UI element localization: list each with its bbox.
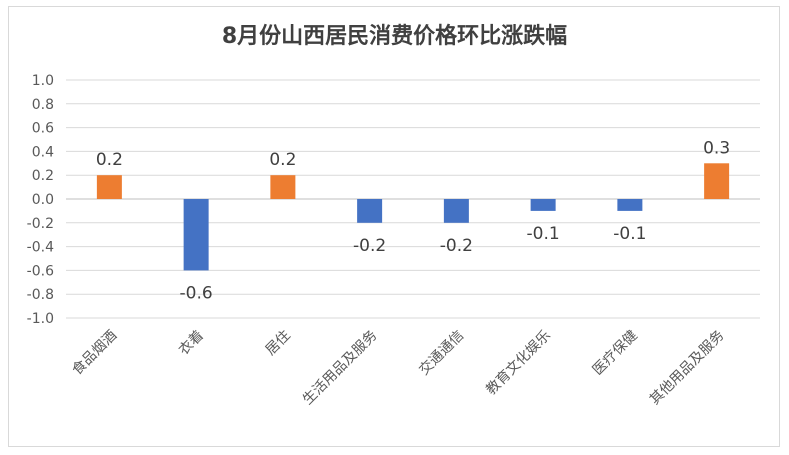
- x-category-label: 教育文化娱乐: [483, 328, 554, 399]
- y-tick-label: 0.4: [32, 144, 54, 160]
- data-label: -0.2: [440, 236, 473, 256]
- x-category-label: 其他用品及服务: [647, 328, 728, 409]
- y-tick-label: -0.8: [27, 287, 54, 303]
- data-label: -0.1: [527, 224, 560, 244]
- data-label: -0.2: [353, 236, 386, 256]
- bar: [96, 175, 122, 199]
- data-label: -0.1: [613, 224, 646, 244]
- x-category-label: 居住: [263, 328, 294, 359]
- data-label: -0.6: [180, 283, 213, 303]
- y-tick-label: 0.2: [32, 168, 54, 184]
- x-category-label: 生活用品及服务: [300, 328, 381, 409]
- x-category-label: 交通通信: [416, 327, 468, 379]
- y-axis-ticks: 1.0 0.8 0.6 0.4 0.2 0.0 -0.2 -0.4 -0.6 -0.8 -1.0: [27, 73, 54, 327]
- y-tick-label: 0.0: [32, 192, 54, 208]
- bar: [443, 199, 469, 223]
- x-category-label: 食品烟酒: [69, 327, 121, 379]
- bar: [530, 199, 556, 211]
- bar: [183, 199, 209, 271]
- bar: [704, 163, 730, 199]
- chart-title: 8月份山西居民消费价格环比涨跌幅: [221, 24, 568, 49]
- bars: [96, 163, 730, 271]
- data-label: 0.2: [96, 150, 123, 170]
- x-category-label: 衣着: [176, 328, 207, 359]
- data-label: 0.2: [269, 150, 296, 170]
- y-tick-label: 0.6: [32, 121, 54, 137]
- gridlines: [66, 79, 760, 319]
- y-tick-label: -0.6: [27, 263, 54, 279]
- data-label: 0.3: [703, 138, 730, 158]
- y-tick-label: -0.2: [27, 216, 54, 232]
- y-tick-label: -0.4: [27, 240, 54, 256]
- y-tick-label: -1.0: [27, 311, 54, 327]
- data-labels: 0.2 -0.6 0.2 -0.2 -0.2 -0.1 -0.1 0.3: [96, 138, 730, 303]
- bar: [270, 175, 296, 199]
- y-tick-label: 0.8: [32, 97, 54, 113]
- x-category-label: 医疗保健: [590, 328, 641, 379]
- bar: [357, 199, 383, 223]
- y-tick-label: 1.0: [32, 73, 54, 89]
- bar: [617, 199, 643, 211]
- x-axis-categories: 食品烟酒 衣着 居住 生活用品及服务 交通通信 教育文化娱乐 医疗保健 其他用品及服务: [69, 327, 728, 408]
